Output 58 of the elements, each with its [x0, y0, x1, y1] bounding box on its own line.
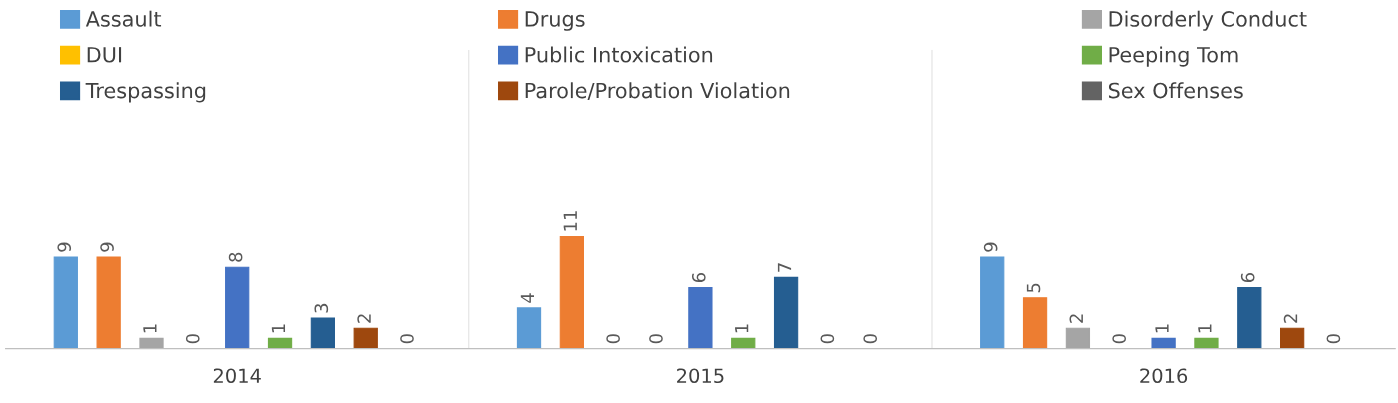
data-label: 4: [520, 293, 534, 303]
legend-label: Disorderly Conduct: [1109, 10, 1307, 31]
legend-label: Peeping Tom: [1109, 46, 1238, 67]
data-label: 1: [1198, 324, 1212, 333]
bar: [310, 317, 336, 349]
data-label: 9: [100, 242, 114, 252]
data-label: 6: [691, 273, 706, 283]
bar: [980, 256, 1005, 349]
data-label: 5: [1026, 283, 1041, 293]
bar: [559, 236, 584, 349]
bar: [267, 337, 293, 349]
data-label: 7: [777, 263, 792, 272]
legend-label: Public Intoxication: [525, 46, 713, 63]
bar: [53, 256, 78, 349]
data-label: 3: [314, 303, 329, 313]
data-label: 9: [57, 242, 72, 252]
x-tick-label: 2015: [677, 368, 724, 384]
bar: [225, 266, 250, 349]
bar: [96, 256, 121, 349]
legend-label: Assault: [85, 10, 162, 27]
bar: [1022, 297, 1048, 349]
data-label: 0: [400, 334, 414, 344]
data-label: 1: [1155, 324, 1169, 333]
data-label: 0: [863, 334, 878, 344]
bar: [773, 276, 799, 349]
data-label: 9: [983, 242, 998, 252]
legend-label: Sex Offenses: [1108, 82, 1243, 99]
bar: [1237, 286, 1262, 349]
bar: [1194, 337, 1219, 349]
data-label: 2: [1069, 314, 1083, 323]
data-label: 0: [820, 334, 835, 344]
x-tick-label: 2016: [1140, 368, 1188, 384]
bar: [1065, 327, 1091, 349]
data-label: 0: [185, 334, 200, 344]
legend-label: DUI: [87, 47, 122, 63]
data-label: 2: [357, 314, 371, 323]
data-label: 2: [1283, 314, 1298, 323]
legend-label: Trespassing: [85, 82, 206, 103]
data-label: 1: [735, 324, 749, 333]
data-label: 1: [271, 324, 286, 333]
bar: [139, 337, 164, 349]
legend-label: Drugs: [525, 11, 585, 31]
bar: [1151, 337, 1176, 349]
data-label: 0: [1112, 334, 1126, 344]
data-label: 0: [649, 334, 663, 344]
bar: [688, 286, 713, 349]
bar: [516, 307, 542, 349]
data-label: 1: [143, 324, 157, 333]
bar: [731, 337, 756, 349]
data-label: 8: [228, 252, 243, 262]
data-label: 0: [606, 334, 620, 344]
data-label: 11: [563, 211, 577, 231]
bar: [353, 327, 378, 349]
data-label: 6: [1240, 273, 1255, 283]
bar: [1280, 327, 1305, 349]
data-label: 0: [1326, 334, 1341, 344]
x-tick-label: 2014: [213, 368, 261, 384]
legend-label: Parole/Probation Violation: [525, 82, 790, 101]
